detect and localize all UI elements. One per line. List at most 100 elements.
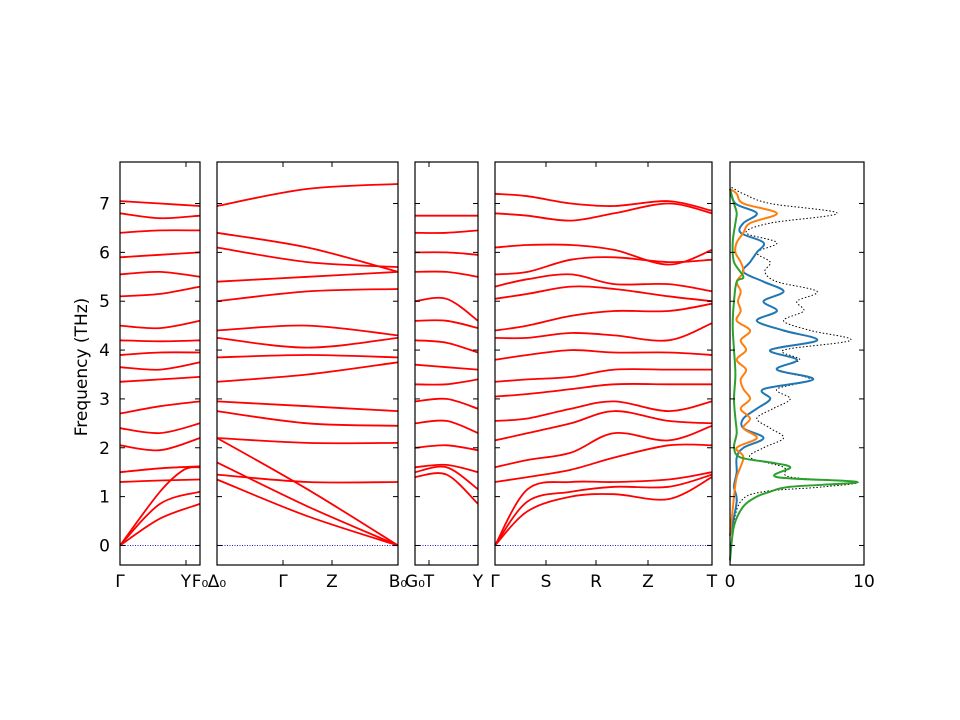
phonon-band-line bbox=[494, 471, 713, 546]
phonon-band-line bbox=[216, 183, 399, 207]
phonon-band-line bbox=[494, 400, 713, 422]
panel-frames bbox=[119, 161, 865, 566]
phonon-band-line bbox=[119, 465, 201, 474]
phonon-band-line bbox=[216, 231, 399, 273]
phonon-band-line bbox=[119, 478, 201, 483]
phonon-band-line bbox=[414, 339, 479, 354]
dos-series-line bbox=[729, 185, 859, 566]
phonon-band-line bbox=[494, 476, 713, 547]
phonon-band-line bbox=[216, 271, 399, 283]
phonon-band-line bbox=[494, 243, 713, 266]
x-tick-label: G₀ bbox=[405, 572, 425, 592]
phonon-band-line bbox=[119, 376, 201, 383]
phonon-band-line bbox=[414, 251, 479, 256]
phonon-band-line bbox=[414, 465, 479, 491]
x-tick-label: Γ bbox=[278, 572, 288, 592]
dos-series-line bbox=[729, 188, 819, 536]
x-tick-label: S bbox=[541, 572, 552, 592]
phonon-band-line bbox=[216, 400, 399, 412]
phonon-band-line bbox=[216, 478, 399, 547]
y-tick-label: 7 bbox=[99, 195, 110, 215]
x-tick-label: B₀ bbox=[389, 572, 408, 592]
phonon-band-line bbox=[494, 302, 713, 332]
phonon-band-line bbox=[414, 472, 479, 505]
phonon-band-line bbox=[494, 424, 713, 469]
phonon-band-line bbox=[119, 490, 201, 547]
phonon-bands-group bbox=[119, 183, 713, 547]
y-tick-label: 4 bbox=[99, 341, 110, 361]
phonon-band-line bbox=[216, 473, 399, 484]
phonon-band-line bbox=[119, 339, 201, 343]
dos-series-group bbox=[729, 185, 859, 566]
phonon-band-line bbox=[494, 256, 713, 276]
dos-series-line bbox=[729, 188, 778, 536]
phonon-band-line bbox=[414, 463, 479, 474]
x-tick-label: Γ bbox=[490, 572, 500, 592]
phonon-band-line bbox=[119, 285, 201, 298]
phonon-band-line bbox=[119, 351, 201, 356]
phonon-band-line bbox=[119, 251, 201, 259]
phonon-band-line bbox=[119, 400, 201, 415]
phonon-band-line bbox=[414, 397, 479, 410]
phonon-band-line bbox=[216, 324, 399, 337]
dos-panel-frame bbox=[729, 161, 865, 566]
panel-frame bbox=[216, 161, 399, 566]
phonon-band-line bbox=[494, 410, 713, 442]
x-tick-label: R bbox=[590, 572, 602, 592]
dos-x-tick-label: 0 bbox=[725, 572, 736, 592]
phonon-band-line bbox=[216, 361, 399, 383]
phonon-band-line bbox=[119, 422, 201, 435]
x-tick-label: Y bbox=[180, 572, 192, 592]
phonon-band-line bbox=[414, 444, 479, 452]
phonon-band-line bbox=[216, 437, 399, 547]
y-tick-label: 2 bbox=[99, 439, 110, 459]
phonon-band-line bbox=[216, 410, 399, 427]
phonon-band-line bbox=[119, 319, 201, 330]
phonon-band-line bbox=[494, 322, 713, 342]
y-tick-label: 0 bbox=[99, 536, 110, 556]
phonon-band-line bbox=[494, 443, 713, 483]
phonon-band-line bbox=[216, 437, 399, 445]
phonon-band-line bbox=[414, 378, 479, 386]
phonon-band-line bbox=[414, 419, 479, 434]
phonon-band-line bbox=[216, 461, 399, 547]
phonon-band-line bbox=[494, 192, 713, 212]
panel-frame bbox=[494, 161, 713, 566]
phonon-band-line bbox=[414, 270, 479, 278]
x-tick-label: T bbox=[706, 572, 718, 592]
phonon-band-line bbox=[494, 273, 713, 293]
panel-frame bbox=[119, 161, 201, 566]
x-tick-label: Z bbox=[642, 572, 654, 592]
dos-x-tick-label: 10 bbox=[853, 572, 875, 592]
y-tick-label: 1 bbox=[99, 488, 110, 508]
phonon-band-line bbox=[494, 368, 712, 383]
y-tick-label: 5 bbox=[99, 292, 110, 312]
phonon-band-line bbox=[216, 288, 399, 303]
phonon-band-line bbox=[119, 361, 201, 371]
x-tick-label: Γ bbox=[115, 572, 125, 592]
y-axis-label: Frequency (THz) bbox=[72, 298, 92, 437]
phonon-band-line bbox=[494, 202, 713, 222]
y-tick-label: 3 bbox=[99, 390, 110, 410]
x-tick-label: Δ₀ bbox=[208, 572, 227, 592]
phonon-band-line bbox=[414, 319, 479, 329]
phonon-band-line bbox=[119, 270, 201, 278]
phonon-band-line bbox=[216, 354, 399, 359]
phonon-band-line bbox=[414, 363, 479, 371]
phonon-band-line bbox=[494, 285, 713, 303]
x-tick-label: F₀ bbox=[192, 572, 209, 592]
x-tick-label: Y bbox=[472, 572, 484, 592]
phonon-band-line bbox=[119, 229, 201, 234]
phonon-band-line bbox=[414, 296, 479, 322]
phonon-band-line bbox=[216, 337, 399, 349]
panel-frame bbox=[414, 161, 479, 566]
x-tick-label: Z bbox=[326, 572, 338, 592]
phonon-band-line bbox=[119, 212, 201, 220]
phonon-band-line bbox=[494, 473, 713, 547]
phonon-band-line bbox=[414, 229, 479, 234]
phonon-band-line bbox=[119, 503, 201, 547]
phonon-band-line bbox=[494, 383, 712, 398]
dos-series-line bbox=[729, 188, 859, 561]
